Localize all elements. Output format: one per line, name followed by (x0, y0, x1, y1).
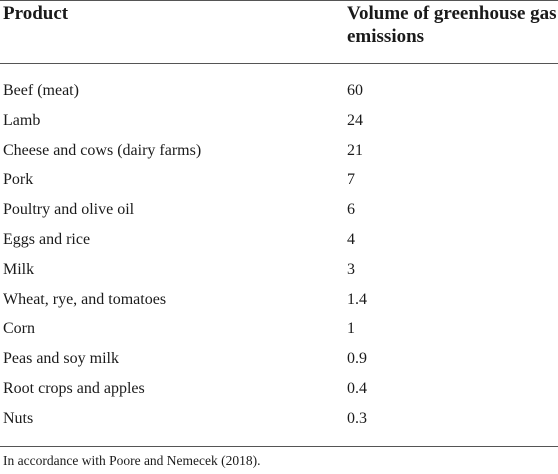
cell-emissions-value: 0.3 (347, 409, 367, 427)
cell-emissions-value: 4 (347, 230, 355, 248)
table-row: Root crops and apples 0.4 (0, 374, 558, 404)
cell-product: Nuts (3, 409, 34, 427)
header-volume: Volume of greenhouse gas emissions (347, 3, 557, 47)
cell-product: Lamb (3, 111, 41, 129)
cell-emissions-value: 6 (347, 201, 355, 219)
cell-emissions-value: 7 (347, 171, 355, 189)
table-body: Beef (meat) 60 Lamb 24 Cheese and cows (dair… (0, 76, 558, 434)
cell-emissions-value: 60 (347, 82, 363, 99)
table-row: Pork 7 (0, 165, 558, 195)
table-row: Beef (meat) 60 (0, 76, 558, 106)
table-row: Lamb 24 (0, 106, 558, 136)
cell-product: Milk (3, 260, 35, 278)
cell-product: Root crops and apples (3, 379, 145, 397)
table-row: Milk 3 (0, 255, 558, 285)
cell-emissions-value: 0.9 (347, 350, 367, 368)
cell-emissions-value: 0.4 (347, 379, 367, 397)
cell-product: Peas and soy milk (3, 350, 119, 368)
cell-product: Poultry and olive oil (3, 201, 135, 219)
table-footnote: In accordance with Poore and Nemecek (20… (3, 453, 261, 468)
table-bottom-rule (0, 446, 558, 447)
table-row: Wheat, rye, and tomatoes 1.4 (0, 285, 558, 315)
table-row: Poultry and olive oil 6 (0, 195, 558, 225)
table-top-rule (0, 0, 558, 1)
cell-emissions-value: 21 (347, 141, 363, 159)
cell-product: Beef (meat) (3, 82, 79, 99)
cell-product: Pork (3, 171, 34, 189)
cell-product: Cheese and cows (dairy farms) (3, 141, 202, 159)
cell-emissions-value: 3 (347, 260, 355, 278)
cell-emissions-value: 1 (347, 320, 355, 338)
cell-emissions-value: 1.4 (347, 290, 367, 308)
table-row: Cheese and cows (dairy farms) 21 (0, 136, 558, 166)
cell-product: Corn (3, 320, 35, 338)
table-row: Eggs and rice 4 (0, 225, 558, 255)
table-row: Corn 1 (0, 314, 558, 344)
cell-product: Wheat, rye, and tomatoes (3, 290, 167, 308)
cell-emissions-value: 24 (347, 111, 363, 129)
cell-product: Eggs and rice (3, 230, 91, 248)
header-rule (0, 63, 558, 64)
header-product: Product (3, 3, 69, 24)
table-row: Nuts 0.3 (0, 404, 558, 434)
table-row: Peas and soy milk 0.9 (0, 344, 558, 374)
